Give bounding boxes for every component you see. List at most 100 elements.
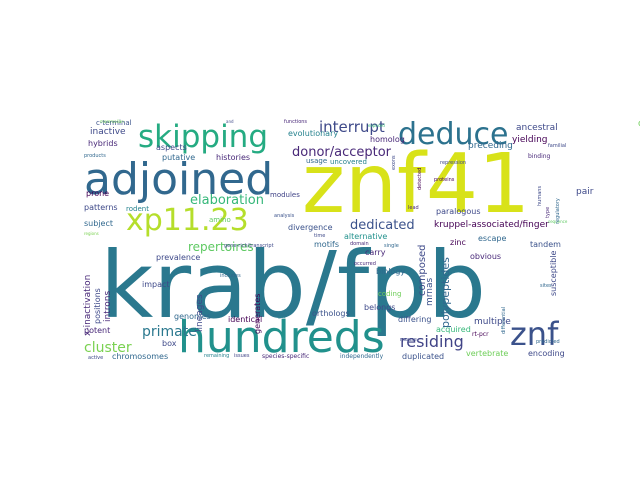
word-repression: repression — [440, 160, 467, 166]
word-escape: escape — [478, 234, 507, 243]
word-functions: functions — [284, 119, 308, 125]
word-generates: generates — [253, 293, 262, 334]
word-sequence: sequence — [548, 219, 568, 224]
word-dedicated: dedicated — [350, 218, 415, 233]
word-znf41: znf41 — [302, 137, 531, 232]
word-adjoined: adjoined — [84, 154, 274, 205]
word-occurred: occurred — [354, 261, 376, 267]
word-biology: biology — [376, 267, 406, 276]
word-c-terminal: c-terminal — [96, 119, 132, 127]
word-dna: dna — [278, 315, 286, 320]
word-familial: familial — [548, 143, 567, 149]
word-proteins: proteins — [434, 177, 455, 183]
word-identical: identical — [228, 315, 263, 324]
word-duplicated: duplicated — [402, 352, 445, 361]
word-coding: coding — [378, 290, 402, 298]
word-cluster: cluster — [84, 340, 132, 356]
word-positions: positions — [93, 288, 102, 324]
word-prevalence: prevalence — [156, 253, 201, 262]
word-remaining: remaining — [204, 353, 230, 359]
word-patterns: patterns — [84, 203, 118, 212]
word-hundreds: hundreds — [178, 312, 385, 363]
word-predicted: predicted — [536, 339, 560, 345]
word-alternative: alternative — [344, 232, 388, 241]
word-polypeptides: polypeptides — [439, 257, 452, 328]
word-regulatory: regulatory — [555, 198, 561, 224]
word-humans: humans — [537, 185, 543, 206]
word-evolutionary: evolutionary — [288, 129, 339, 138]
word-cloud: znf41 krab/fpb hundreds adjoined skippin… — [82, 117, 640, 365]
word-primate: primate — [142, 324, 197, 340]
word-hybrids: hybrids — [88, 139, 118, 148]
word-species-specific: species-specific — [262, 353, 310, 360]
word-usage: usage — [306, 157, 328, 165]
word-multiple: multiple — [474, 317, 511, 327]
word-binding: binding — [528, 153, 551, 160]
word-kruppel: kruppel-associated/finger — [434, 220, 549, 230]
word-susceptible: susceptible — [549, 250, 558, 296]
word-subject: subject — [84, 219, 113, 228]
word-donor-acceptor: donor/acceptor — [292, 145, 392, 160]
word-rodent: rodent — [126, 205, 149, 213]
word-paralogous: paralogous — [436, 207, 481, 216]
word-obvious: obvious — [470, 252, 502, 261]
word-exons: exons — [391, 155, 397, 170]
word-xp11-23: xp11.23 — [126, 203, 249, 238]
word-acquired: acquired — [436, 325, 471, 334]
word-independently: independently — [340, 353, 384, 360]
word-krab-fpb: krab/fpb — [100, 232, 487, 339]
word-detected: detected — [417, 167, 423, 190]
word-orthologs: orthologs — [312, 309, 350, 318]
word-histories: histories — [216, 153, 251, 162]
word-modules: modules — [270, 191, 300, 199]
word-repertoires: repertoires — [188, 240, 254, 254]
word-belongs: belongs — [364, 303, 396, 312]
word-aspects: aspects — [156, 143, 187, 152]
word-mammalian: mammalian — [100, 119, 124, 124]
word-exposed: exposed — [368, 123, 385, 128]
word-residing: residing — [400, 332, 464, 351]
word-encoding: encoding — [528, 349, 565, 358]
word-introns: introns — [103, 290, 113, 322]
word-zinc: zinc — [450, 238, 466, 247]
word-prone: prone — [86, 189, 110, 198]
word-box: box — [162, 339, 177, 348]
word-vertebrate: vertebrate — [466, 349, 509, 358]
word-uncovered: uncovered — [330, 158, 367, 166]
word-differential: differential — [501, 306, 507, 334]
word-type: type — [545, 206, 551, 218]
word-amino: amino — [209, 216, 231, 224]
word-mouse: mouse — [400, 337, 417, 343]
word-differing: differing — [398, 315, 432, 324]
word-lineages: lineages — [195, 294, 205, 332]
word-sites: sites — [540, 283, 552, 289]
word-carry: carry — [365, 248, 386, 257]
word-and: and — [226, 119, 234, 124]
word-mrnas: mrnas — [425, 277, 435, 306]
word-active: active — [88, 355, 104, 361]
word-yielding: yielding — [512, 135, 548, 145]
word-includes: includes — [220, 273, 241, 279]
word-single: single — [384, 243, 399, 249]
word-elaboration: elaboration — [190, 193, 264, 208]
word-impact: impact — [142, 280, 170, 289]
word-chromosomes: chromosomes — [112, 352, 169, 361]
word-inactive: inactive — [90, 127, 126, 137]
word-regions: regions — [84, 231, 99, 236]
word-homolog: homolog — [370, 135, 405, 144]
word-organization: organization — [638, 120, 640, 129]
word-motifs: motifs — [314, 240, 340, 249]
word-skipping: skipping — [138, 119, 269, 155]
word-potent: potent — [84, 326, 111, 335]
word-divergence: divergence — [288, 223, 333, 232]
word-domain: domain — [350, 241, 369, 247]
word-putative: putative — [162, 153, 196, 162]
word-deduce: deduce — [398, 117, 509, 152]
word-x-inactivation: x-inactivation — [83, 274, 93, 336]
word-znf: znf — [510, 315, 559, 353]
word-products: products — [84, 153, 106, 159]
word-rt-pcr: rt-pcr — [472, 331, 489, 338]
word-gene-rich: gene-rich/transcript — [224, 243, 274, 249]
word-tandem: tandem — [530, 240, 561, 249]
word-time: time — [314, 233, 326, 239]
